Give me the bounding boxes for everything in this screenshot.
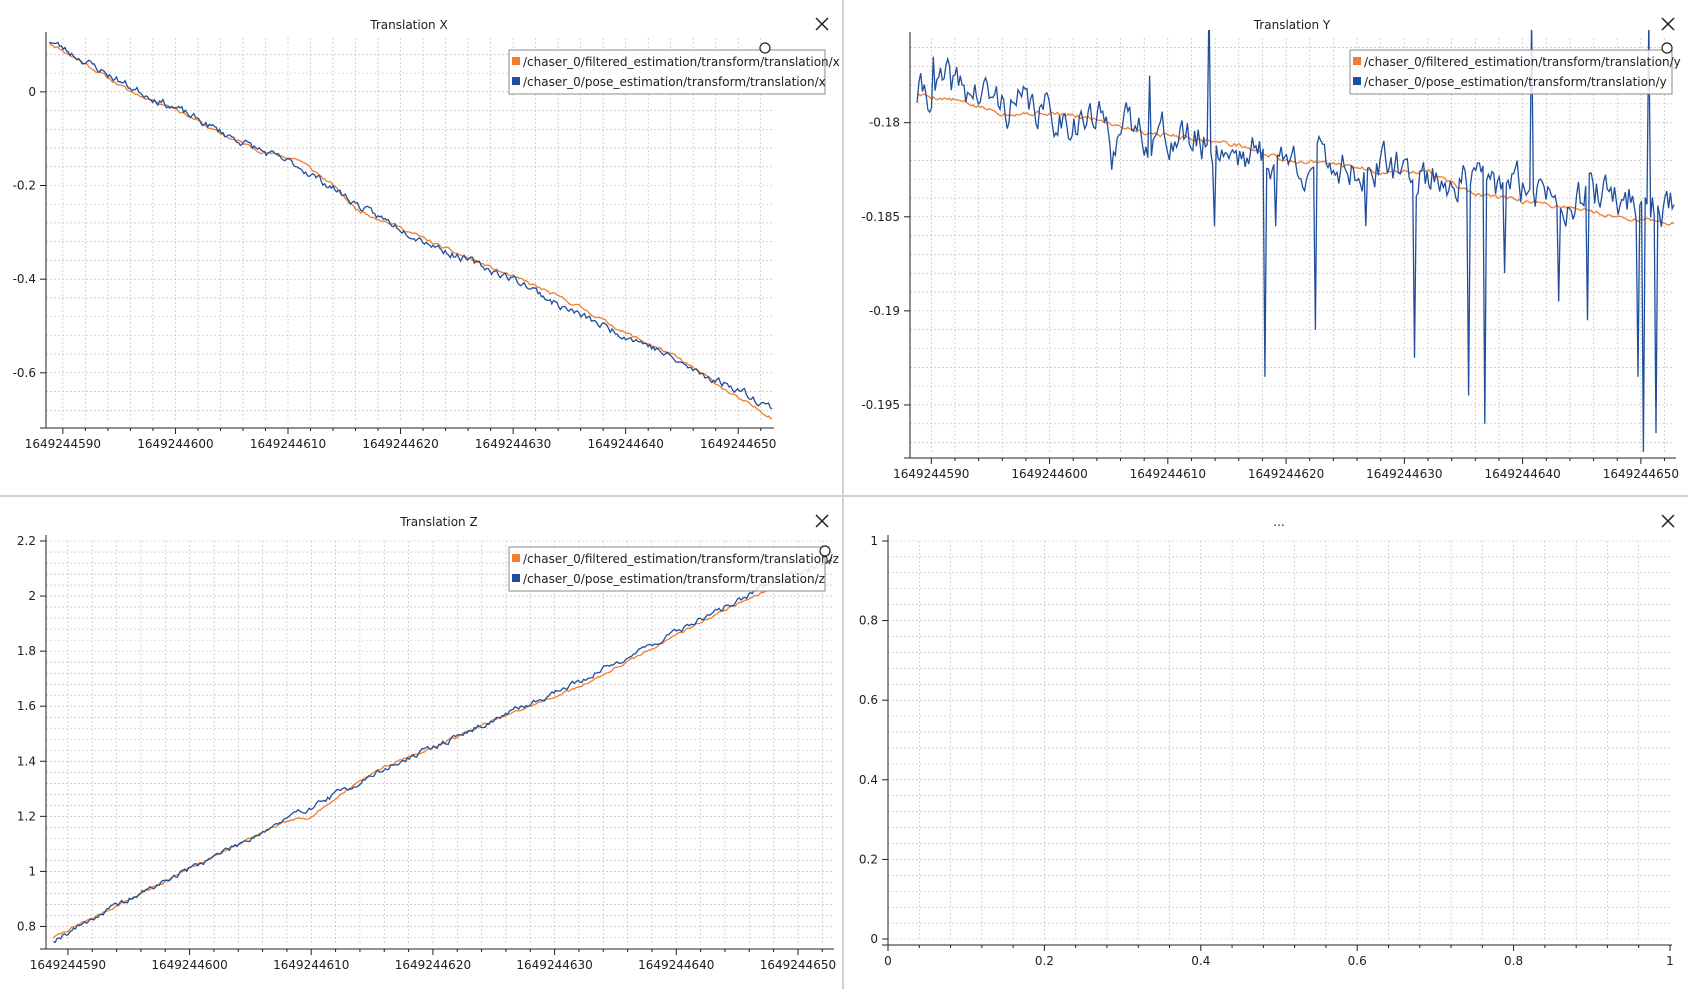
x-tick-label: 1649244620: [395, 958, 471, 972]
plot-title: ...: [1273, 515, 1284, 529]
x-tick-label: 1649244650: [760, 958, 836, 972]
plot-panel-translation-x[interactable]: Translation X 1649244590 1649244600 1649244…: [0, 0, 842, 495]
y-tick-label: 0.4: [859, 773, 878, 787]
x-tick-label: 1: [1666, 954, 1674, 968]
legend[interactable]: /chaser_0/filtered_estimation/transform/…: [508, 546, 839, 592]
x-tick-label: 1649244610: [250, 437, 326, 451]
close-icon[interactable]: [1661, 17, 1675, 31]
legend-label: /chaser_0/pose_estimation/transform/tran…: [1364, 75, 1667, 89]
chart-svg-ty[interactable]: Translation Y 1649244590 1649244600 1649244…: [844, 0, 1688, 495]
y-tick-label: 2.2: [17, 534, 36, 548]
legend-swatch: [512, 574, 520, 582]
legend-swatch: [512, 554, 520, 562]
y-tick-label: 0.6: [859, 693, 878, 707]
y-tick-label: 0: [28, 85, 36, 99]
x-tick-label: 0: [884, 954, 892, 968]
x-tick-label: 1649244610: [273, 958, 349, 972]
x-tick-label: 1649244640: [1484, 467, 1560, 481]
circle-handle-icon[interactable]: [1661, 42, 1673, 54]
x-tick-label: 1649244590: [25, 437, 101, 451]
circle-handle-icon[interactable]: [759, 42, 771, 54]
x-tick-label: 1649244600: [1011, 467, 1087, 481]
x-tick-label: 1649244650: [1603, 467, 1679, 481]
y-tick-label: 0: [870, 932, 878, 946]
y-tick-label: 1.2: [17, 809, 36, 823]
x-tick-label: 1649244600: [137, 437, 213, 451]
horizontal-splitter[interactable]: [0, 495, 1688, 497]
x-tick-label: 1649244650: [700, 437, 776, 451]
chart-svg-empty[interactable]: ... 0 0.2 0.4 0.6 0.8 1 1 0.8 0.6 0.4 0.2 0: [844, 497, 1688, 989]
legend-label: /chaser_0/filtered_estimation/transform/…: [523, 552, 839, 566]
plot-title: Translation Z: [399, 515, 477, 529]
axes: [40, 32, 774, 429]
x-tick-label: 1649244600: [151, 958, 227, 972]
y-tick-label: -0.18: [869, 116, 900, 130]
y-tick-label: -0.19: [869, 304, 900, 318]
x-tick-label: 0.2: [1035, 954, 1054, 968]
legend-swatch: [1353, 77, 1361, 85]
x-tick-label: 1649244590: [893, 467, 969, 481]
y-tick-label: 1.8: [17, 644, 36, 658]
vertical-splitter[interactable]: [842, 0, 844, 989]
circle-handle-icon[interactable]: [819, 545, 831, 557]
y-tick-label: -0.185: [861, 210, 900, 224]
close-icon[interactable]: [815, 514, 829, 528]
series-line-filtered[interactable]: [48, 42, 773, 420]
x-tick-label: 1649244590: [30, 958, 106, 972]
legend-swatch: [512, 77, 520, 85]
y-tick-label: 1: [28, 864, 36, 878]
legend-label: /chaser_0/filtered_estimation/transform/…: [1364, 55, 1681, 69]
x-tick-label: 1649244630: [475, 437, 551, 451]
y-tick-label: 0.8: [17, 919, 36, 933]
grid: [887, 540, 1670, 940]
y-tick-label: 2: [28, 589, 36, 603]
legend-label: /chaser_0/filtered_estimation/transform/…: [523, 55, 840, 69]
axes: [904, 32, 1676, 459]
legend-label: /chaser_0/pose_estimation/transform/tran…: [523, 75, 826, 89]
axes: [40, 535, 834, 950]
x-tick-label: 1649244620: [362, 437, 438, 451]
x-tick-label: 1649244630: [1366, 467, 1442, 481]
y-tick-label: 1.6: [17, 699, 36, 713]
legend[interactable]: /chaser_0/filtered_estimation/transform/…: [508, 49, 840, 95]
legend-swatch: [1353, 57, 1361, 65]
series-line-pose[interactable]: [916, 0, 1675, 453]
x-tick-label: 1649244640: [638, 958, 714, 972]
series-line-pose[interactable]: [49, 41, 773, 410]
plot-title: Translation X: [369, 18, 447, 32]
y-tick-label: 0.2: [859, 852, 878, 866]
plot-panel-translation-z[interactable]: Translation Z 1649244590 1649244600 1649244…: [0, 497, 842, 989]
x-tick-label: 0.4: [1191, 954, 1210, 968]
plot-panel-empty[interactable]: ... 0 0.2 0.4 0.6 0.8 1 1 0.8 0.6 0.4 0.2 0: [844, 497, 1688, 989]
x-tick-label: 1649244640: [587, 437, 663, 451]
close-icon[interactable]: [1661, 514, 1675, 528]
y-tick-label: 1: [870, 534, 878, 548]
y-tick-label: 0.8: [859, 614, 878, 628]
grid: [46, 540, 832, 943]
axes: [882, 535, 1672, 946]
legend-swatch: [512, 57, 520, 65]
chart-svg-tx[interactable]: Translation X 1649244590 1649244600 1649244…: [0, 0, 842, 495]
y-tick-label: -0.4: [13, 272, 36, 286]
legend[interactable]: /chaser_0/filtered_estimation/transform/…: [1349, 49, 1681, 95]
x-tick-label: 1649244630: [516, 958, 592, 972]
y-tick-label: -0.2: [13, 179, 36, 193]
x-tick-label: 0.8: [1504, 954, 1523, 968]
close-icon[interactable]: [815, 17, 829, 31]
chart-svg-tz[interactable]: Translation Z 1649244590 1649244600 1649244…: [0, 497, 842, 989]
x-tick-label: 0.6: [1348, 954, 1367, 968]
y-tick-label: -0.195: [861, 398, 900, 412]
plot-title: Translation Y: [1253, 18, 1331, 32]
x-tick-label: 1649244620: [1248, 467, 1324, 481]
y-tick-label: -0.6: [13, 366, 36, 380]
plot-panel-translation-y[interactable]: Translation Y 1649244590 1649244600 1649244…: [844, 0, 1688, 495]
series-line-filtered[interactable]: [52, 559, 833, 939]
x-tick-label: 1649244610: [1130, 467, 1206, 481]
series-line-pose[interactable]: [53, 556, 833, 944]
grid: [46, 38, 772, 422]
legend-label: /chaser_0/pose_estimation/transform/tran…: [523, 572, 825, 586]
y-tick-label: 1.4: [17, 754, 36, 768]
